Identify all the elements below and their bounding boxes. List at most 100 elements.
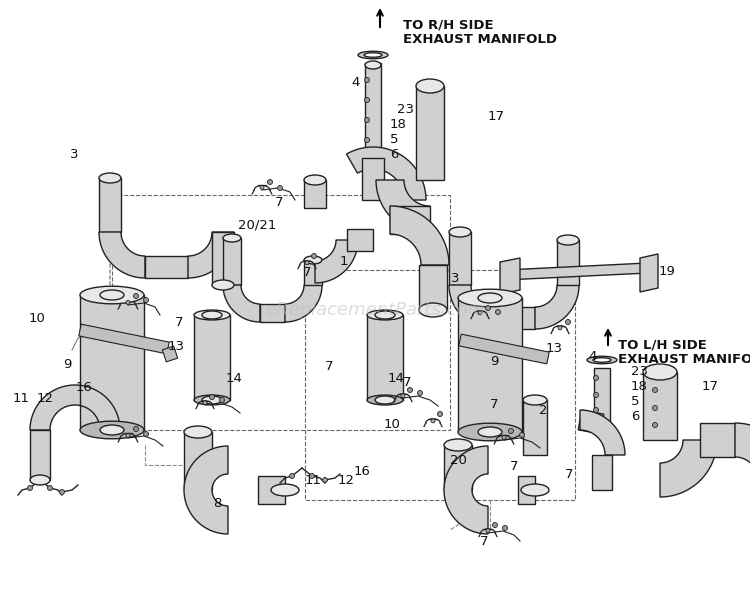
Polygon shape bbox=[304, 180, 326, 208]
Bar bbox=[112, 195, 450, 430]
Polygon shape bbox=[223, 238, 241, 285]
Circle shape bbox=[652, 406, 658, 410]
Circle shape bbox=[431, 419, 435, 423]
Ellipse shape bbox=[223, 234, 241, 242]
Polygon shape bbox=[80, 295, 144, 430]
Polygon shape bbox=[416, 86, 444, 180]
Polygon shape bbox=[523, 400, 547, 455]
Circle shape bbox=[260, 185, 264, 189]
Ellipse shape bbox=[367, 395, 403, 405]
Text: 16: 16 bbox=[354, 465, 370, 478]
Polygon shape bbox=[258, 476, 285, 504]
Ellipse shape bbox=[194, 395, 230, 405]
Text: 17: 17 bbox=[488, 110, 505, 123]
Polygon shape bbox=[459, 334, 549, 364]
Polygon shape bbox=[376, 180, 430, 234]
Polygon shape bbox=[640, 254, 658, 292]
Text: 1: 1 bbox=[340, 255, 349, 268]
Circle shape bbox=[47, 485, 53, 491]
Text: 13: 13 bbox=[168, 340, 185, 353]
Ellipse shape bbox=[419, 303, 447, 317]
Ellipse shape bbox=[30, 475, 50, 485]
Ellipse shape bbox=[80, 421, 144, 439]
Circle shape bbox=[134, 294, 139, 298]
Ellipse shape bbox=[416, 79, 444, 93]
Ellipse shape bbox=[367, 310, 403, 320]
Ellipse shape bbox=[100, 290, 124, 300]
Polygon shape bbox=[660, 440, 717, 497]
Polygon shape bbox=[594, 368, 610, 424]
Polygon shape bbox=[643, 372, 677, 440]
Polygon shape bbox=[449, 285, 493, 329]
Text: 23: 23 bbox=[397, 103, 414, 116]
Text: 2: 2 bbox=[538, 404, 547, 417]
Circle shape bbox=[478, 311, 482, 315]
Text: 20: 20 bbox=[450, 454, 466, 467]
Text: TO L/H SIDE
EXHAUST MANIFOLD: TO L/H SIDE EXHAUST MANIFOLD bbox=[618, 338, 750, 366]
Ellipse shape bbox=[304, 175, 326, 185]
Text: 11: 11 bbox=[13, 392, 30, 405]
Text: 5: 5 bbox=[390, 133, 398, 146]
Circle shape bbox=[28, 485, 32, 491]
Circle shape bbox=[401, 394, 405, 398]
Ellipse shape bbox=[449, 227, 471, 237]
Text: 12: 12 bbox=[338, 474, 355, 487]
Text: 3: 3 bbox=[451, 272, 460, 285]
Ellipse shape bbox=[212, 280, 234, 290]
Text: 7: 7 bbox=[175, 316, 184, 329]
Polygon shape bbox=[260, 304, 285, 322]
Polygon shape bbox=[194, 315, 230, 400]
Text: 3: 3 bbox=[70, 148, 78, 161]
Circle shape bbox=[652, 423, 658, 427]
Text: TO R/H SIDE
EXHAUST MANIFOLD: TO R/H SIDE EXHAUST MANIFOLD bbox=[403, 18, 557, 46]
Ellipse shape bbox=[458, 289, 522, 307]
Circle shape bbox=[364, 78, 370, 82]
Polygon shape bbox=[212, 232, 234, 285]
Polygon shape bbox=[223, 285, 260, 322]
Circle shape bbox=[143, 298, 148, 303]
Circle shape bbox=[220, 397, 224, 403]
Bar bbox=[305, 270, 575, 500]
Polygon shape bbox=[535, 285, 579, 329]
Ellipse shape bbox=[100, 425, 124, 435]
Circle shape bbox=[566, 320, 571, 324]
Text: 10: 10 bbox=[383, 418, 400, 431]
Text: 20/21: 20/21 bbox=[238, 218, 276, 231]
Circle shape bbox=[134, 426, 139, 432]
Text: 4: 4 bbox=[352, 76, 360, 89]
Text: 23: 23 bbox=[631, 365, 648, 378]
Polygon shape bbox=[367, 315, 403, 400]
Polygon shape bbox=[346, 147, 426, 200]
Circle shape bbox=[502, 436, 506, 439]
Polygon shape bbox=[315, 240, 358, 283]
Ellipse shape bbox=[194, 310, 230, 320]
Text: 14: 14 bbox=[226, 372, 243, 385]
Polygon shape bbox=[518, 476, 535, 504]
Text: 7: 7 bbox=[565, 468, 574, 481]
Ellipse shape bbox=[304, 256, 322, 264]
Polygon shape bbox=[145, 256, 188, 278]
Text: 6: 6 bbox=[390, 148, 398, 161]
Ellipse shape bbox=[444, 439, 472, 451]
Text: eReplacementParts.com: eReplacementParts.com bbox=[265, 301, 485, 319]
Polygon shape bbox=[493, 307, 535, 329]
Ellipse shape bbox=[593, 358, 611, 362]
Polygon shape bbox=[99, 178, 121, 232]
Text: 7: 7 bbox=[325, 360, 334, 373]
Circle shape bbox=[305, 261, 309, 265]
Circle shape bbox=[59, 490, 64, 494]
Polygon shape bbox=[30, 430, 50, 480]
Text: 7: 7 bbox=[275, 196, 284, 209]
Ellipse shape bbox=[202, 311, 222, 319]
Polygon shape bbox=[30, 385, 120, 430]
Text: 7: 7 bbox=[480, 535, 488, 548]
Circle shape bbox=[126, 301, 130, 304]
Polygon shape bbox=[390, 206, 449, 265]
Ellipse shape bbox=[365, 61, 381, 69]
Ellipse shape bbox=[358, 52, 388, 59]
Circle shape bbox=[290, 474, 295, 478]
Ellipse shape bbox=[80, 286, 144, 304]
Circle shape bbox=[418, 391, 422, 395]
Circle shape bbox=[311, 253, 316, 259]
Text: 5: 5 bbox=[631, 395, 640, 408]
